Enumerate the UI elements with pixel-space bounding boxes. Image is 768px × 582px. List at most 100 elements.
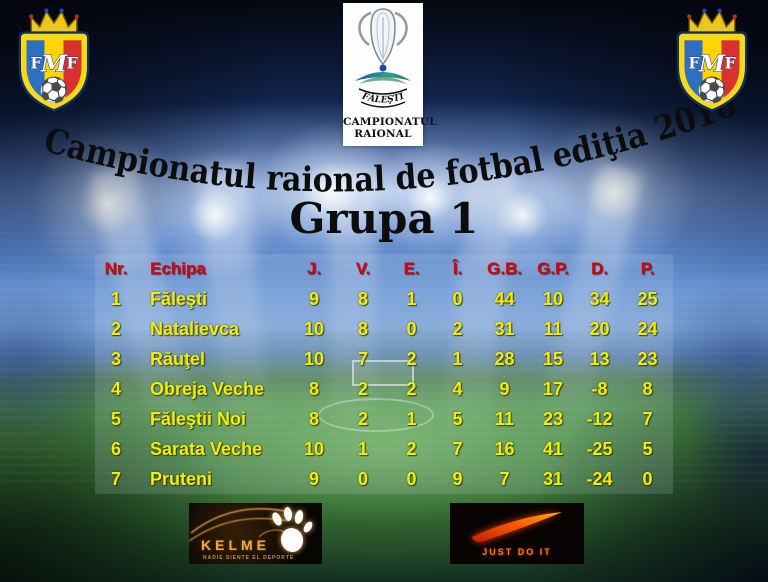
fmf-crest-left: F M F ⚽	[18, 8, 90, 112]
standings-row: 6 Sarata Veche 10 1 2 7 16 41 -25 5	[95, 434, 673, 464]
standings-row: 7 Pruteni 9 0 0 9 7 31 -24 0	[95, 464, 673, 494]
cell-p: 8	[642, 378, 653, 399]
cell-team: Pruteni	[150, 468, 213, 489]
cell-j: 8	[308, 408, 319, 429]
cell-d: 34	[589, 288, 610, 309]
cell-d: -8	[591, 378, 608, 399]
cell-gp: 31	[542, 468, 564, 489]
cell-j: 10	[303, 438, 325, 459]
cell-i: 4	[452, 378, 463, 399]
col-header-gp: G.P.	[537, 259, 569, 278]
logo-banner-text: FĂLEŞTI	[360, 91, 407, 105]
cell-v: 0	[357, 468, 368, 489]
col-header-gb: G.B.	[487, 259, 522, 278]
logo-line2: RAIONAL	[354, 128, 412, 140]
cell-nr: 7	[110, 468, 121, 489]
cell-p: 7	[642, 408, 653, 429]
standings-row: 3 Răuţel 10 7 2 1 28 15 13 23	[95, 344, 673, 374]
cell-gp: 11	[543, 318, 563, 339]
cell-gp: 15	[542, 348, 564, 369]
cell-d: -25	[586, 438, 613, 459]
col-header-j: J.	[306, 259, 322, 278]
cell-gp: 17	[542, 378, 564, 399]
soccer-ball-icon: ⚽	[696, 76, 727, 104]
standings-row: 1 Făleşti 9 8 1 0 44 10 34 25	[95, 284, 673, 314]
col-header-p: P.	[640, 259, 655, 278]
cell-j: 10	[303, 318, 325, 339]
shield-icon: F M F ⚽	[18, 31, 90, 112]
cell-gp: 41	[542, 438, 564, 459]
cell-gb: 31	[494, 318, 515, 339]
shield-icon: F M F ⚽	[676, 31, 748, 112]
cell-v: 2	[357, 378, 368, 399]
cell-gb: 9	[499, 378, 510, 399]
cell-e: 2	[406, 378, 417, 399]
cell-j: 9	[308, 288, 319, 309]
standings-row: 5 Făleştii Noi 8 2 1 5 11 23 -12 7	[95, 404, 673, 434]
cell-gb: 44	[494, 288, 515, 309]
soccer-ball-icon: ⚽	[38, 76, 69, 104]
paw-icon	[272, 507, 313, 552]
cell-gb: 16	[494, 438, 515, 459]
table-overlay	[95, 254, 673, 494]
cell-j: 10	[303, 348, 325, 369]
banner-bottom-arc	[360, 101, 406, 108]
cell-team: Făleştii Noi	[150, 408, 247, 429]
fmf-crest-right: F M F ⚽	[676, 8, 748, 112]
cell-v: 2	[357, 408, 368, 429]
standings-header-row: Nr. Echipa J. V. E. Î. G.B. G.P. D. P.	[95, 254, 673, 284]
crest-letter: F	[724, 54, 736, 73]
cell-gb: 7	[499, 468, 510, 489]
cell-d: 20	[589, 318, 610, 339]
cell-p: 23	[637, 348, 658, 369]
cell-i: 2	[452, 318, 463, 339]
cell-i: 0	[452, 288, 463, 309]
cell-i: 1	[452, 348, 463, 369]
col-header-d: D.	[591, 259, 608, 278]
light-beam	[330, 168, 376, 438]
cell-team: Sarata Veche	[150, 438, 263, 459]
cell-team: Obreja Veche	[150, 378, 265, 399]
cell-nr: 1	[110, 288, 121, 309]
col-header-v: V.	[355, 259, 371, 278]
col-header-echipa: Echipa	[150, 259, 206, 278]
cell-e: 0	[406, 468, 417, 489]
cell-i: 7	[452, 438, 463, 459]
pitch-center-circle	[318, 398, 434, 432]
cell-p: 0	[642, 468, 653, 489]
tournament-logo-box: FĂLEŞTI CAMPIONATUL RAIONAL	[343, 3, 437, 146]
group-subtitle: Grupa 1	[289, 194, 479, 243]
kelme-artwork	[189, 507, 313, 552]
banner-top-arc	[358, 88, 408, 95]
cell-nr: 5	[110, 408, 121, 429]
svg-text:FĂLEŞTI: FĂLEŞTI	[360, 91, 407, 105]
goal-icon	[352, 360, 414, 386]
crest-letter: M	[698, 49, 726, 77]
cell-p: 5	[642, 438, 653, 459]
cell-e: 1	[406, 288, 417, 309]
cell-team: Natalievca	[150, 318, 240, 339]
cell-team: Răuţel	[150, 348, 206, 369]
kelme-brand: KELME	[201, 537, 270, 553]
cell-j: 8	[308, 378, 319, 399]
cell-p: 25	[637, 288, 658, 309]
kelme-tagline: NADIE SIENTE EL DEPORTE	[203, 555, 295, 561]
cell-p: 24	[637, 318, 658, 339]
col-header-i: Î.	[452, 259, 463, 278]
cell-d: 13	[589, 348, 610, 369]
cell-e: 2	[406, 438, 417, 459]
stands-texture	[0, 232, 768, 482]
cell-nr: 6	[110, 438, 121, 459]
standings-table: Nr. Echipa J. V. E. Î. G.B. G.P. D. P. 1…	[95, 254, 673, 494]
standings-row: 2 Natalievca 10 8 0 2 31 11 20 24	[95, 314, 673, 344]
cell-gp: 10	[542, 288, 564, 309]
cell-nr: 2	[110, 318, 121, 339]
cell-d: -24	[586, 468, 613, 489]
crest-letter: F	[30, 54, 42, 73]
cell-gb: 28	[494, 348, 515, 369]
cell-e: 1	[406, 408, 417, 429]
cell-gb: 11	[494, 408, 515, 429]
cell-v: 8	[357, 318, 368, 339]
crest-letter: M	[40, 49, 68, 77]
